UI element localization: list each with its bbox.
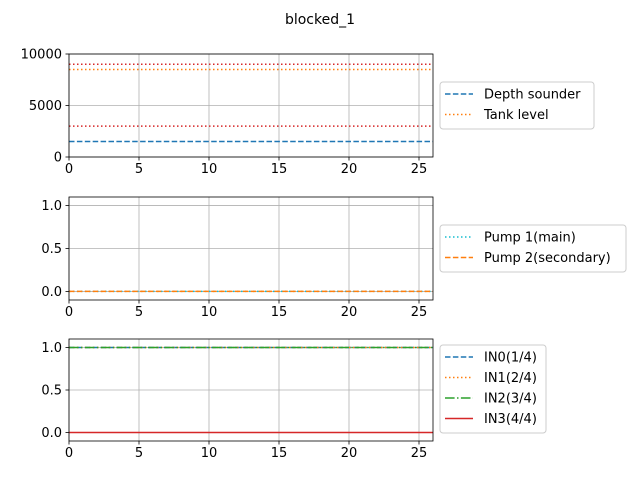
legend-label: IN2(3/4) <box>484 392 537 407</box>
x-tick-label: 0 <box>65 305 73 320</box>
x-tick-label: 20 <box>341 162 358 177</box>
x-tick-label: 10 <box>201 162 218 177</box>
legend: Pump 1(main) Pump 2(secondary) <box>439 224 627 273</box>
legend-label: IN3(4/4) <box>484 412 537 427</box>
y-tick-label: 0.5 <box>41 242 62 257</box>
legend: IN0(1/4) IN1(2/4) IN2(3/4) IN3(4/4) <box>439 344 547 434</box>
x-tick-label: 15 <box>271 162 288 177</box>
x-tick-label: 5 <box>135 162 143 177</box>
x-tick-label: 25 <box>411 305 428 320</box>
x-tick-label: 20 <box>341 305 358 320</box>
legend-label: Depth sounder <box>484 88 581 103</box>
y-tick-label: 0.5 <box>41 384 62 399</box>
legend-label: IN1(2/4) <box>484 371 537 386</box>
legend-label: Pump 1(main) <box>484 231 576 246</box>
legend-label: IN0(1/4) <box>484 351 537 366</box>
x-tick-label: 5 <box>135 305 143 320</box>
x-tick-label: 5 <box>135 446 143 461</box>
subplot-1: 0 5 10 15 20 25 0 5000 10000 Depth sounder Tank le… <box>21 48 595 177</box>
charts-container: 0 5 10 15 20 25 0 5000 10000 Depth sounder Tank le… <box>21 48 627 461</box>
x-tick-label: 10 <box>201 305 218 320</box>
x-tick-label: 25 <box>411 162 428 177</box>
legend-frame <box>439 81 595 130</box>
y-tick-label: 0.0 <box>41 426 62 441</box>
legend-label: Pump 2(secondary) <box>484 251 611 266</box>
x-tick-label: 20 <box>341 446 358 461</box>
figure-title: blocked_1 <box>285 12 355 28</box>
subplot-2: 0 5 10 15 20 25 0.0 0.5 1.0 Pump 1(main) Pump 2(se… <box>41 196 627 320</box>
y-tick-label: 1.0 <box>41 341 62 356</box>
legend-frame <box>439 224 627 273</box>
x-tick-label: 25 <box>411 446 428 461</box>
y-tick-label: 1.0 <box>41 199 62 214</box>
y-tick-label: 5000 <box>29 99 62 114</box>
subplot-3: 0 5 10 15 20 25 0.0 0.5 1.0 IN0(1/4) IN1(2/4) IN2(3… <box>41 338 547 461</box>
y-tick-label: 10000 <box>21 48 62 63</box>
x-tick-label: 0 <box>65 162 73 177</box>
legend: Depth sounder Tank level <box>439 81 595 130</box>
x-tick-label: 15 <box>271 305 288 320</box>
legend-frame <box>439 344 547 434</box>
x-tick-label: 0 <box>65 446 73 461</box>
x-tick-label: 10 <box>201 446 218 461</box>
x-tick-label: 15 <box>271 446 288 461</box>
y-tick-label: 0 <box>54 151 62 166</box>
y-tick-label: 0.0 <box>41 285 62 300</box>
legend-label: Tank level <box>483 108 549 123</box>
